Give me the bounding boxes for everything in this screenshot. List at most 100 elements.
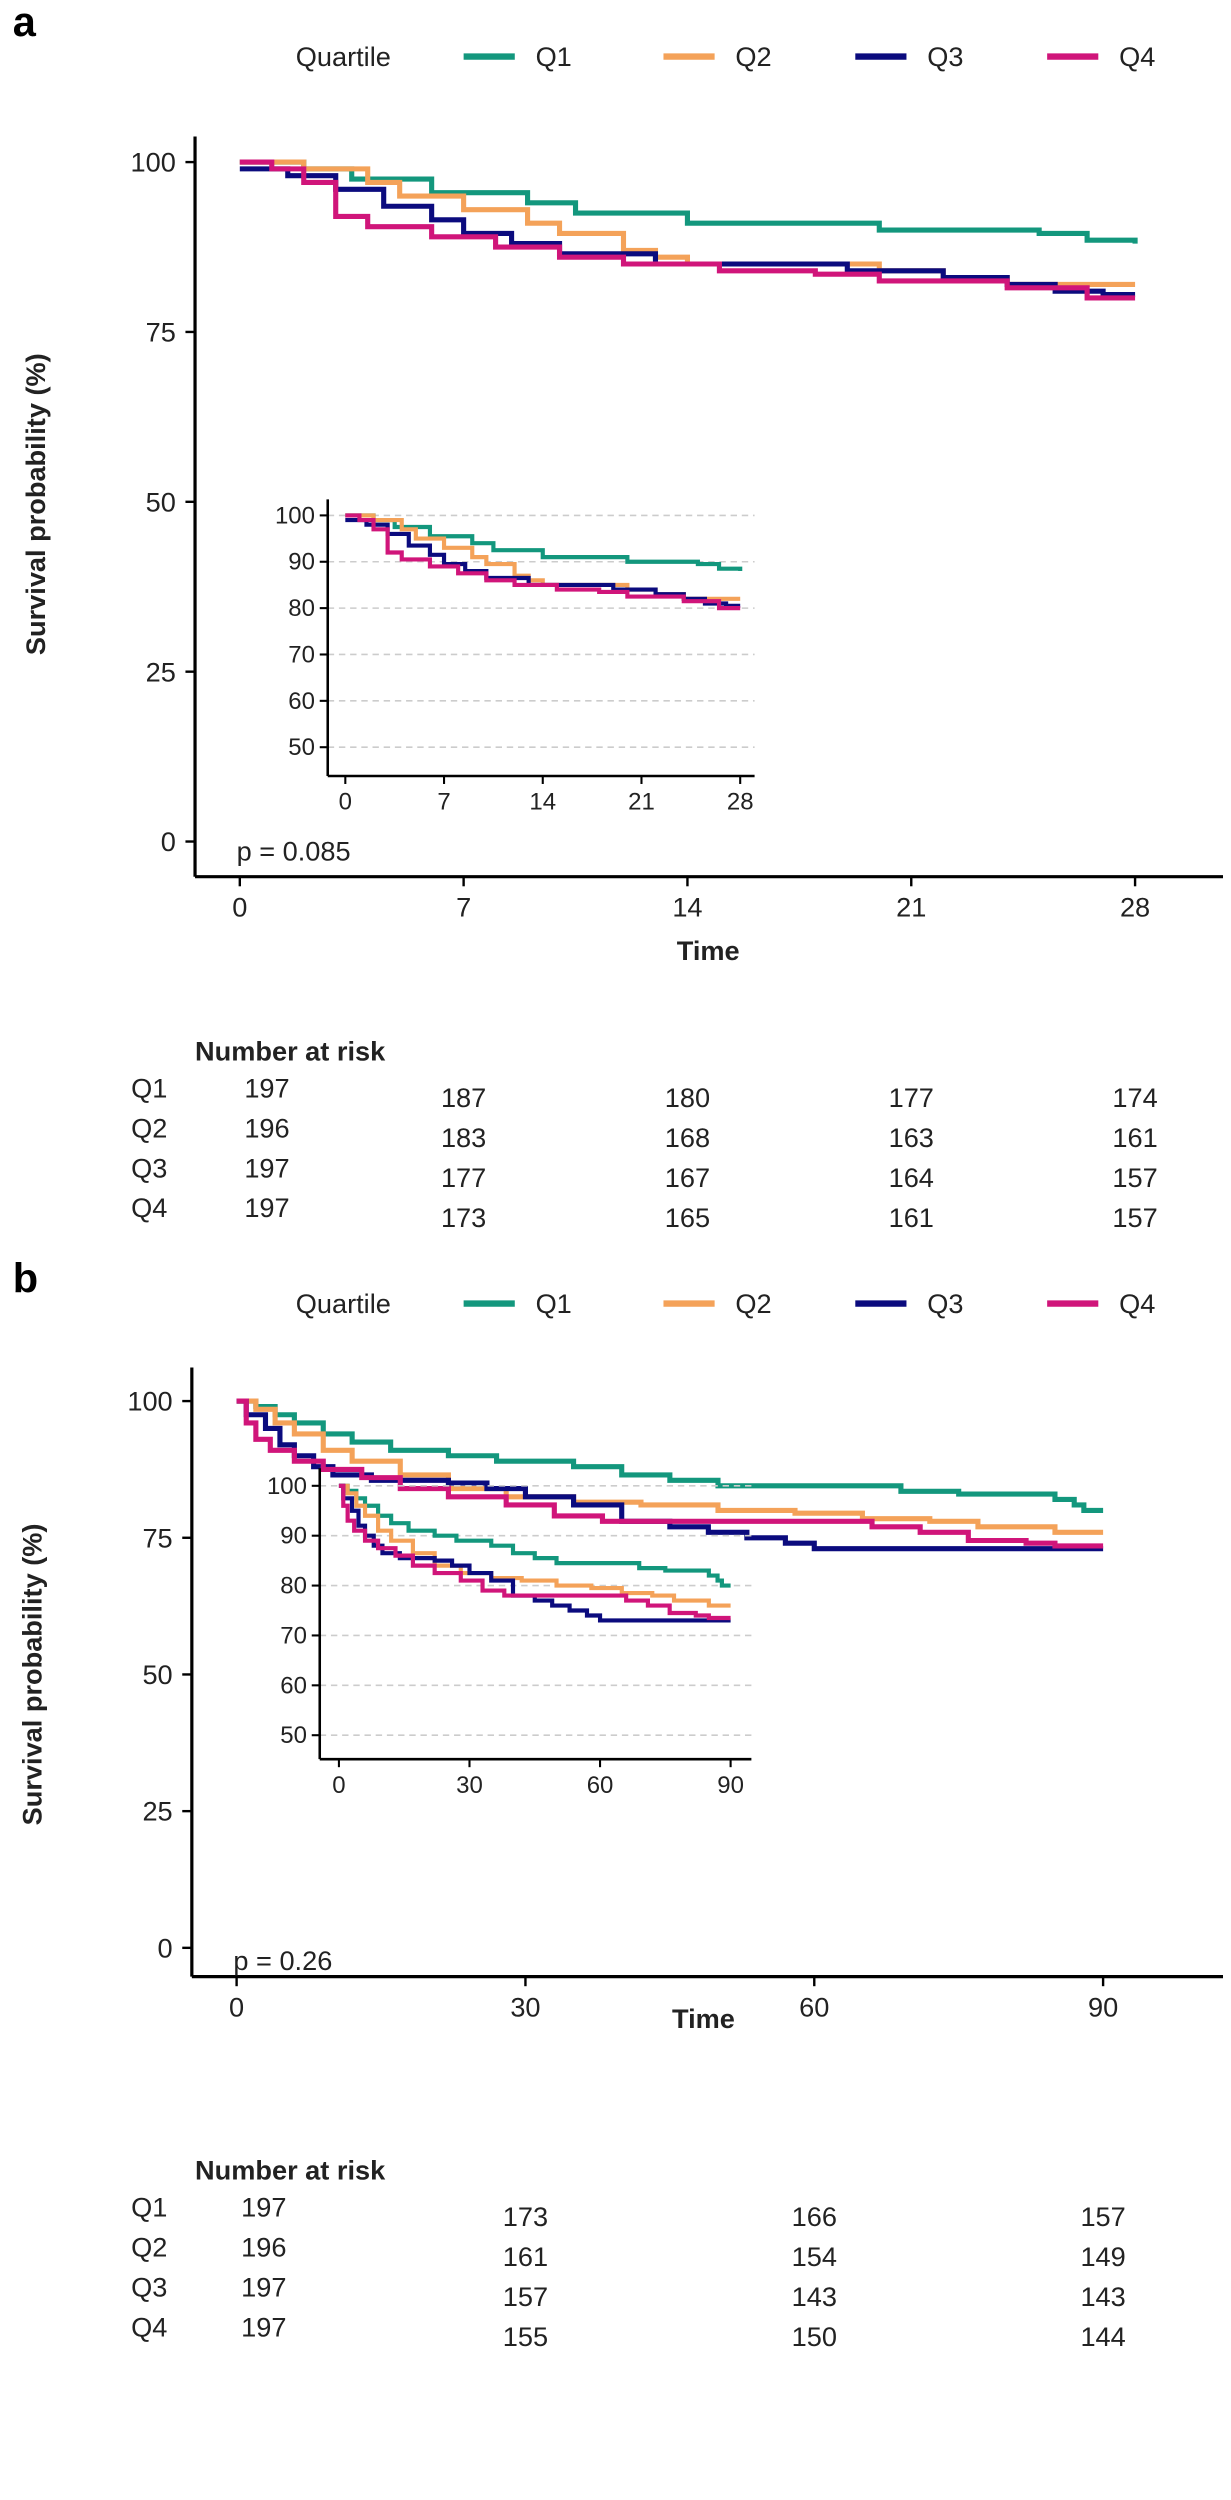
risk-count: 166: [792, 2201, 837, 2232]
risk-count: 197: [241, 2271, 286, 2302]
legend-label-Q4: Q4: [1119, 41, 1155, 72]
risk-row-label: Q2: [131, 1112, 167, 1143]
legend-label-Q3: Q3: [927, 1288, 963, 1319]
risk-count: 164: [889, 1162, 934, 1193]
risk-count: 161: [889, 1202, 934, 1233]
inset-y-tick-label: 80: [288, 595, 315, 622]
panel-label: b: [13, 1254, 38, 1301]
legend-title: Quartile: [296, 41, 391, 72]
risk-count: 177: [889, 1082, 934, 1113]
risk-count: 143: [1080, 2281, 1125, 2312]
y-tick-label: 50: [142, 1659, 172, 1690]
risk-count: 149: [1080, 2241, 1125, 2272]
risk-count: 177: [441, 1162, 486, 1193]
inset-x-tick-label: 0: [339, 789, 352, 816]
risk-count: 157: [1112, 1202, 1157, 1233]
risk-row-label: Q2: [131, 2231, 167, 2262]
y-tick-label: 50: [146, 486, 176, 517]
risk-row-label: Q3: [131, 1152, 167, 1183]
y-axis-title: Survival probability (%): [17, 1524, 48, 1826]
risk-count: 163: [889, 1122, 934, 1153]
y-tick-label: 100: [127, 1386, 172, 1417]
risk-count: 155: [503, 2321, 548, 2352]
y-tick-label: 0: [158, 1932, 173, 1963]
inset-y-tick-label: 100: [275, 502, 315, 529]
risk-count: 196: [244, 1112, 289, 1143]
x-axis-title: Time: [677, 935, 740, 966]
risk-count: 183: [441, 1122, 486, 1153]
inset-curve-Q1: [345, 513, 743, 572]
risk-count: 167: [665, 1162, 710, 1193]
survival-curve-Q4: [236, 1398, 1104, 1549]
inset-x-tick-label: 60: [587, 1772, 614, 1799]
survival-curve-Q1: [236, 1398, 1104, 1513]
inset-y-tick-label: 100: [267, 1473, 307, 1500]
panel-b: b Quartile Q1 Q2 Q3 Q4 0 25 50 75 100 0 30 60 90 Time Su…: [13, 1254, 1224, 2352]
legend-label-Q3: Q3: [927, 41, 963, 72]
inset-y-tick-label: 70: [280, 1622, 307, 1649]
risk-count: 165: [665, 1202, 710, 1233]
legend-title: Quartile: [296, 1288, 391, 1319]
y-tick-label: 25: [146, 656, 176, 687]
panel-a: a Quartile Q1 Q2 Q3 Q4 0 25 50 75 100 0 7 14 21 28 Time S…: [13, 0, 1224, 1233]
survival-curve-Q4: [239, 159, 1136, 301]
risk-count: 197: [241, 2191, 286, 2222]
risk-count: 150: [792, 2321, 837, 2352]
inset-y-tick-label: 50: [288, 734, 315, 761]
risk-count: 168: [665, 1122, 710, 1153]
risk-count: 180: [665, 1082, 710, 1113]
risk-row-label: Q4: [131, 1192, 167, 1223]
legend-label-Q2: Q2: [735, 41, 771, 72]
inset-y-tick-label: 60: [288, 688, 315, 715]
inset-y-tick-label: 90: [280, 1523, 307, 1550]
risk-row-label: Q1: [131, 2191, 167, 2222]
risk-count: 157: [1080, 2201, 1125, 2232]
y-tick-label: 25: [142, 1796, 172, 1827]
inset-y-tick-label: 50: [280, 1722, 307, 1749]
risk-count: 173: [503, 2201, 548, 2232]
risk-table-title: Number at risk: [195, 1036, 386, 1067]
inset-x-tick-label: 30: [456, 1772, 483, 1799]
inset-curve-Q3: [338, 1483, 731, 1623]
risk-count: 157: [503, 2281, 548, 2312]
inset-x-tick-label: 7: [437, 789, 450, 816]
inset-y-tick-label: 70: [288, 641, 315, 668]
x-tick-label: 90: [1088, 1992, 1118, 2023]
inset-plot: 50 60 70 80 90 100 0 30 60 90: [267, 1468, 752, 1799]
legend-label-Q2: Q2: [735, 1288, 771, 1319]
legend-label-Q1: Q1: [536, 1288, 572, 1319]
y-tick-label: 100: [131, 147, 176, 178]
risk-row-label: Q3: [131, 2271, 167, 2302]
x-tick-label: 0: [232, 892, 247, 923]
x-tick-label: 60: [799, 1992, 829, 2023]
risk-row-label: Q4: [131, 2311, 167, 2342]
inset-x-tick-label: 28: [727, 789, 754, 816]
x-tick-label: 7: [456, 892, 471, 923]
inset-x-tick-label: 0: [332, 1772, 345, 1799]
risk-count: 154: [792, 2241, 837, 2272]
legend-label-Q4: Q4: [1119, 1288, 1155, 1319]
inset-curve-Q4: [338, 1483, 731, 1621]
x-tick-label: 30: [510, 1992, 540, 2023]
x-axis-title: Time: [672, 2003, 735, 2034]
y-tick-label: 0: [161, 826, 176, 857]
x-tick-label: 21: [896, 892, 926, 923]
survival-curve-Q3: [236, 1398, 1104, 1552]
risk-row-label: Q1: [131, 1072, 167, 1103]
risk-table-title: Number at risk: [195, 2155, 386, 2186]
panel-label: a: [13, 0, 37, 45]
risk-count: 197: [244, 1072, 289, 1103]
risk-count: 197: [241, 2311, 286, 2342]
x-tick-label: 14: [672, 892, 702, 923]
risk-count: 197: [244, 1152, 289, 1183]
risk-count: 173: [441, 1202, 486, 1233]
survival-curve-Q1: [239, 159, 1138, 244]
inset-x-tick-label: 90: [717, 1772, 744, 1799]
risk-count: 187: [441, 1082, 486, 1113]
y-tick-label: 75: [146, 317, 176, 348]
inset-y-tick-label: 60: [280, 1672, 307, 1699]
inset-y-tick-label: 80: [280, 1573, 307, 1600]
p-value: p = 0.085: [237, 836, 351, 867]
inset-curve-Q4: [345, 513, 741, 611]
